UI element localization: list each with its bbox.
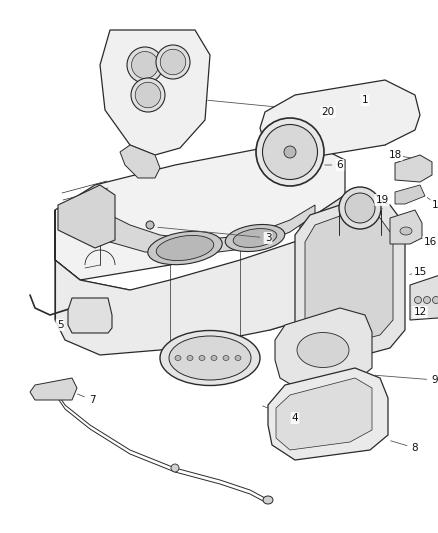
Text: 5: 5 — [57, 320, 64, 330]
Polygon shape — [95, 195, 315, 255]
Polygon shape — [55, 140, 345, 280]
Text: 14: 14 — [431, 200, 438, 210]
Text: 4: 4 — [292, 413, 298, 423]
Ellipse shape — [175, 356, 181, 360]
Text: 3: 3 — [265, 233, 271, 243]
Ellipse shape — [211, 356, 217, 360]
Polygon shape — [100, 30, 210, 155]
Ellipse shape — [432, 296, 438, 303]
Ellipse shape — [131, 78, 165, 112]
Ellipse shape — [424, 296, 431, 303]
Ellipse shape — [223, 356, 229, 360]
Ellipse shape — [199, 356, 205, 360]
Text: 1: 1 — [362, 95, 368, 105]
Text: 8: 8 — [412, 443, 418, 453]
Ellipse shape — [127, 47, 163, 83]
Ellipse shape — [414, 296, 421, 303]
Polygon shape — [276, 378, 372, 450]
Ellipse shape — [400, 227, 412, 235]
Ellipse shape — [169, 336, 251, 380]
Polygon shape — [255, 195, 345, 330]
Polygon shape — [58, 185, 115, 248]
Ellipse shape — [225, 224, 285, 252]
Text: 12: 12 — [413, 307, 427, 317]
Ellipse shape — [235, 356, 241, 360]
Polygon shape — [268, 368, 388, 460]
Polygon shape — [305, 208, 393, 344]
Ellipse shape — [160, 330, 260, 385]
Ellipse shape — [148, 231, 222, 265]
Polygon shape — [30, 378, 77, 400]
Polygon shape — [395, 155, 432, 182]
Ellipse shape — [339, 187, 381, 229]
Text: 16: 16 — [424, 237, 437, 247]
Text: 20: 20 — [321, 107, 335, 117]
Polygon shape — [395, 185, 425, 204]
Ellipse shape — [262, 125, 318, 180]
Ellipse shape — [135, 82, 161, 108]
Polygon shape — [410, 275, 438, 320]
Ellipse shape — [156, 45, 190, 79]
Ellipse shape — [187, 356, 193, 360]
Ellipse shape — [263, 496, 273, 504]
Text: 7: 7 — [88, 395, 95, 405]
Polygon shape — [275, 308, 372, 390]
Ellipse shape — [233, 229, 277, 247]
Polygon shape — [68, 298, 112, 333]
Polygon shape — [260, 80, 420, 160]
Ellipse shape — [345, 193, 375, 223]
Polygon shape — [55, 210, 345, 355]
Polygon shape — [390, 210, 422, 244]
Polygon shape — [55, 210, 130, 345]
Text: 18: 18 — [389, 150, 402, 160]
Text: 19: 19 — [375, 195, 389, 205]
Ellipse shape — [297, 333, 349, 367]
Polygon shape — [120, 145, 160, 178]
Text: 9: 9 — [432, 375, 438, 385]
Ellipse shape — [146, 221, 154, 229]
Ellipse shape — [171, 464, 179, 472]
Ellipse shape — [131, 52, 159, 78]
Text: 15: 15 — [413, 267, 427, 277]
Ellipse shape — [256, 118, 324, 186]
Text: 6: 6 — [337, 160, 343, 170]
Polygon shape — [295, 195, 405, 360]
Ellipse shape — [156, 236, 214, 261]
Ellipse shape — [284, 146, 296, 158]
Ellipse shape — [160, 49, 186, 75]
